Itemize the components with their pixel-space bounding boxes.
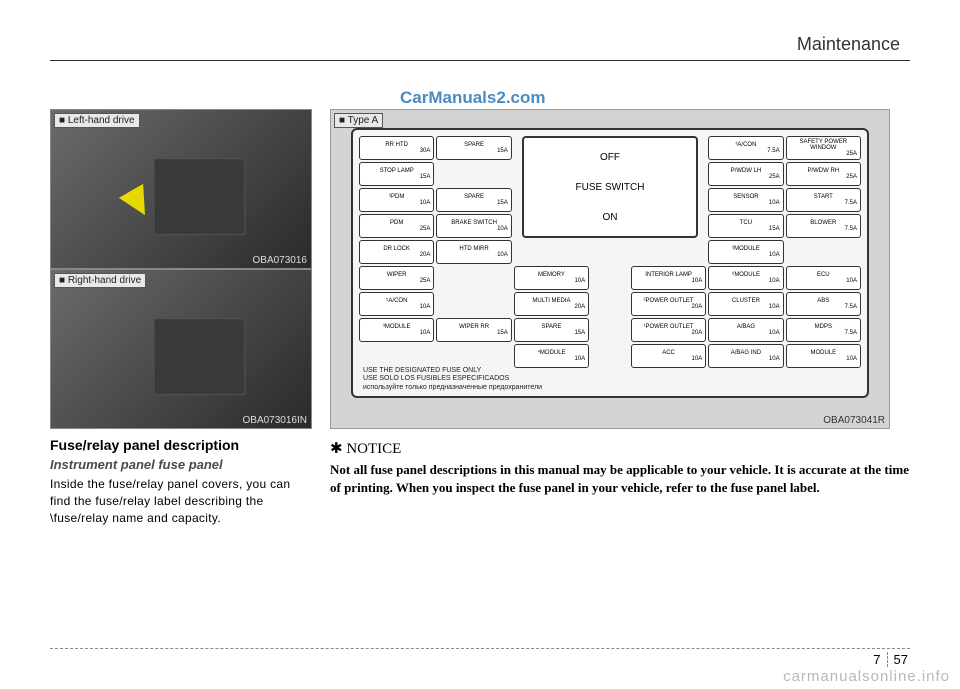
footer-line: используйте только предназначенные предо…: [363, 384, 857, 392]
fuse-box: PDM25A: [359, 214, 434, 238]
arrow-icon: [119, 184, 157, 222]
manual-page: Maintenance CarManuals2.com ■ Left-hand …: [0, 0, 960, 689]
fuse-box: RR HTD30A: [359, 136, 434, 160]
diagram-tag: ■ Type A: [334, 113, 383, 128]
fuse-box: DR LOCK20A: [359, 240, 434, 264]
description-heading: Fuse/relay panel description: [50, 437, 312, 453]
fuse-grid: OFFFUSE SWITCHONRR HTD30ASPARE15A³A/CON7…: [359, 136, 861, 368]
fuse-box: BRAKE SWITCH10A: [436, 214, 511, 238]
fuse-box: ACC10A: [631, 344, 706, 368]
notice-body: Not all fuse panel descriptions in this …: [330, 461, 910, 496]
page-number: 7 57: [873, 652, 908, 667]
fuse-box: ABS7.5A: [786, 292, 861, 316]
fuse-box: P/WDW LH25A: [708, 162, 783, 186]
fuse-box: ³MODULE10A: [359, 318, 434, 342]
fuse-box: SPARE15A: [436, 136, 511, 160]
chapter-num: 7: [873, 652, 887, 667]
fuse-switch: OFFFUSE SWITCHON: [522, 136, 698, 238]
content-area: ■ Left-hand drive OBA073016 ■ Right-hand…: [50, 109, 910, 526]
photo-right-hand-drive: ■ Right-hand drive OBA073016IN: [50, 269, 312, 429]
fuse-box: ²MODULE10A: [708, 240, 783, 264]
diagram-code: OBA073041R: [823, 415, 885, 426]
fuse-box: ⁶MODULE10A: [708, 266, 783, 290]
fuse-box: ³A/CON7.5A: [708, 136, 783, 160]
fuse-box: MDPS7.5A: [786, 318, 861, 342]
fuse-box: ⁴MODULE10A: [514, 344, 589, 368]
fuse-box: INTERIOR LAMP10A: [631, 266, 706, 290]
footer-line: USE SOLO LOS FUSIBLES ESPECIFICADOS: [363, 375, 857, 383]
fuse-box: P/WDW RH25A: [786, 162, 861, 186]
left-column: ■ Left-hand drive OBA073016 ■ Right-hand…: [50, 109, 312, 526]
fuse-box: A/BAG10A: [708, 318, 783, 342]
watermark-top: CarManuals2.com: [400, 88, 546, 108]
notice-heading: NOTICE: [330, 439, 910, 458]
fuse-box: MULTI MEDIA20A: [514, 292, 589, 316]
fuse-box: START7.5A: [786, 188, 861, 212]
fuse-box: SPARE15A: [514, 318, 589, 342]
fuse-box: ECU10A: [786, 266, 861, 290]
fuse-box: SENSOR10A: [708, 188, 783, 212]
page-num: 57: [888, 652, 908, 667]
fuse-box: ¹POWER OUTLET20A: [631, 318, 706, 342]
watermark-bottom: carmanualsonline.info: [783, 668, 950, 685]
photo-tag: ■ Left-hand drive: [54, 113, 140, 128]
footer-rule: [50, 648, 910, 649]
header-rule: [50, 60, 910, 61]
fuse-panel: OFFFUSE SWITCHONRR HTD30ASPARE15A³A/CON7…: [351, 128, 869, 398]
fuse-box: MODULE10A: [786, 344, 861, 368]
fuse-box: A/BAG IND10A: [708, 344, 783, 368]
arrow-icon: [207, 352, 245, 390]
fuse-box: STOP LAMP15A: [359, 162, 434, 186]
fuse-box: BLOWER7.5A: [786, 214, 861, 238]
photo-tag: ■ Right-hand drive: [54, 273, 146, 288]
fuse-box: ²PDM10A: [359, 188, 434, 212]
fuse-box: SPARE15A: [436, 188, 511, 212]
fuse-box: HTD MIRR10A: [436, 240, 511, 264]
section-title: Maintenance: [797, 34, 900, 55]
fuse-box: ²POWER OUTLET20A: [631, 292, 706, 316]
photo-left-hand-drive: ■ Left-hand drive OBA073016: [50, 109, 312, 269]
footer-line: USE THE DESIGNATED FUSE ONLY: [363, 367, 857, 375]
fuse-diagram: ■ Type A OFFFUSE SWITCHONRR HTD30ASPARE1…: [330, 109, 890, 429]
photo-code: OBA073016IN: [243, 415, 308, 426]
description-body: Inside the fuse/relay panel covers, you …: [50, 476, 312, 526]
fuse-box: CLUSTER10A: [708, 292, 783, 316]
fuse-footer-text: USE THE DESIGNATED FUSE ONLY USE SOLO LO…: [363, 367, 857, 392]
fuse-box: WIPER RR15A: [436, 318, 511, 342]
fuse-box: MEMORY10A: [514, 266, 589, 290]
photo-code: OBA073016: [253, 255, 308, 266]
fuse-box: WIPER25A: [359, 266, 434, 290]
fuse-box: TCU15A: [708, 214, 783, 238]
fuse-box: SAFETY POWER WINDOW25A: [786, 136, 861, 160]
description-subheading: Instrument panel fuse panel: [50, 457, 312, 472]
fuse-box: ⁵A/CON10A: [359, 292, 434, 316]
right-column: ■ Type A OFFFUSE SWITCHONRR HTD30ASPARE1…: [330, 109, 910, 526]
